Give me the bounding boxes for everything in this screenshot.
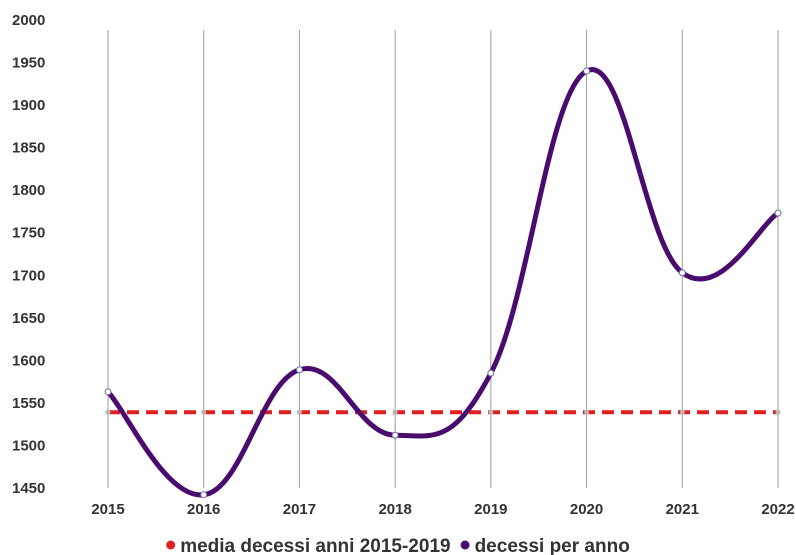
- y-tick-label: 2000: [12, 12, 45, 29]
- average-point: [775, 409, 781, 415]
- deaths-point: [487, 369, 495, 377]
- x-tick-label: 2018: [378, 501, 411, 518]
- x-tick-label: 2016: [187, 501, 220, 518]
- y-tick-label: 1550: [12, 395, 45, 412]
- deaths-point: [104, 388, 112, 396]
- series-line-deaths: [105, 67, 781, 498]
- deaths-point: [200, 491, 208, 499]
- average-point: [201, 409, 207, 415]
- x-tick-label: 2017: [283, 501, 316, 518]
- x-tick-label: 2015: [91, 501, 124, 518]
- legend-label: media decessi anni 2015-2019: [180, 536, 450, 555]
- y-tick-label: 1450: [12, 480, 45, 497]
- series-group: [104, 67, 782, 499]
- y-tick-label: 1900: [12, 97, 45, 114]
- x-tick-label: 2019: [474, 501, 507, 518]
- y-axis: 1450 1500 1550 1600 1650 1700 1750 1800 1850 1900…: [12, 12, 45, 497]
- deaths-point: [295, 366, 303, 374]
- average-point: [679, 409, 685, 415]
- x-tick-label: 2020: [570, 501, 603, 518]
- y-tick-label: 1600: [12, 352, 45, 369]
- x-tick-label: 2022: [761, 501, 794, 518]
- average-point: [296, 409, 302, 415]
- legend-marker: [460, 540, 470, 550]
- y-tick-label: 1650: [12, 310, 45, 327]
- y-tick-label: 1850: [12, 140, 45, 157]
- y-tick-label: 1700: [12, 267, 45, 284]
- x-axis: 2015 2016 2017 2018 2019 2020 2021 2022: [91, 501, 794, 518]
- deaths-point: [583, 67, 591, 75]
- average-point: [392, 409, 398, 415]
- legend-marker: [166, 540, 176, 550]
- y-tick-label: 1950: [12, 55, 45, 72]
- grid-lines: [107, 30, 779, 488]
- average-point: [584, 409, 590, 415]
- y-tick-label: 1750: [12, 225, 45, 242]
- deaths-point: [678, 269, 686, 277]
- y-tick-label: 1500: [12, 437, 45, 454]
- y-tick-label: 1800: [12, 182, 45, 199]
- deaths-point: [391, 431, 399, 439]
- x-tick-label: 2021: [666, 501, 699, 518]
- deaths-point: [774, 209, 782, 217]
- average-point: [105, 409, 111, 415]
- legend-label: decessi per anno: [475, 536, 630, 555]
- average-point: [488, 409, 494, 415]
- legend: media decessi anni 2015-2019 decessi per …: [166, 536, 630, 555]
